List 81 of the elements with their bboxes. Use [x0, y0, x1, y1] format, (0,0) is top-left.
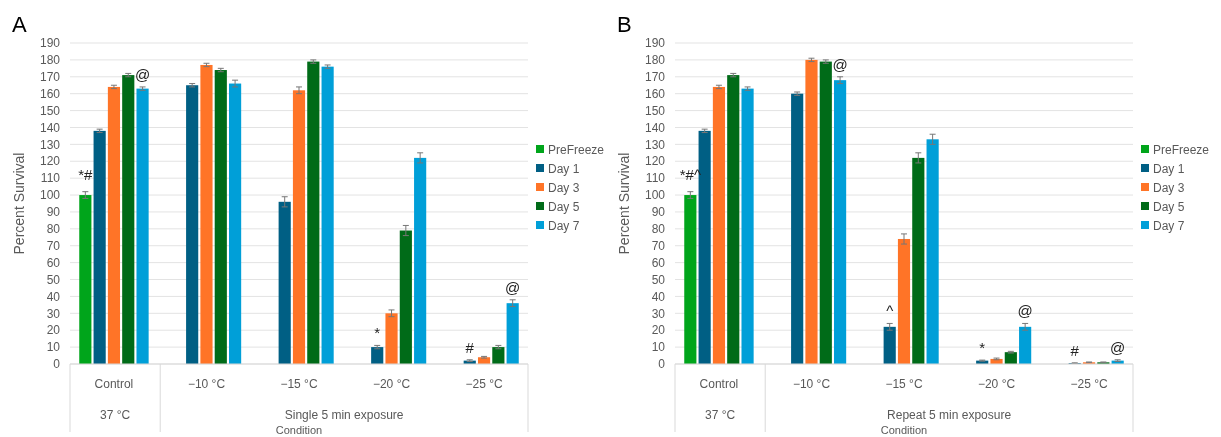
y-tick-label: 80: [46, 222, 61, 237]
y-tick-label: 150: [644, 103, 666, 118]
y-tick-label: 130: [644, 137, 666, 152]
annotation: @: [1017, 302, 1033, 320]
legend-label: Day 1: [1153, 162, 1185, 177]
legend-label: Day 3: [1153, 181, 1185, 196]
y-tick-label: 180: [39, 53, 61, 68]
y-tick-label: 140: [644, 120, 666, 135]
y-tick-label: 110: [645, 171, 666, 186]
annotation: *: [374, 324, 381, 342]
y-tick-label: 90: [651, 205, 666, 220]
text: Single 5 min exposure: [284, 408, 404, 422]
y-tick-label: 120: [39, 154, 61, 169]
x-tick-label: Control: [699, 377, 739, 391]
y-tick-label: 30: [46, 306, 61, 321]
y-tick-label: 40: [46, 289, 61, 304]
y-tick-label: 160: [644, 86, 666, 101]
legend-label: Day 5: [1153, 200, 1185, 215]
x-tick-label: −20 °C: [372, 377, 411, 391]
text: 37 °C: [705, 408, 736, 422]
y-axis-title: Percent Survival: [616, 152, 632, 255]
y-tick-label: 180: [644, 53, 666, 68]
legend-label: Day 3: [548, 181, 580, 196]
legend-label: Day 5: [548, 200, 580, 215]
x-axis-title: Condition: [275, 424, 323, 436]
chart-title: B: [617, 12, 632, 37]
annotation: @: [1110, 338, 1126, 356]
legend-label: PreFreeze: [1153, 143, 1210, 158]
annotation: *#: [78, 165, 94, 183]
y-tick-label: 60: [651, 255, 666, 270]
y-axis-title: Percent Survival: [11, 152, 27, 255]
y-tick-label: 110: [40, 171, 61, 186]
legend-label: Day 7: [548, 219, 580, 234]
x-tick-label: −15 °C: [885, 377, 923, 391]
annotation: #: [465, 338, 475, 356]
text: Repeat 5 min exposure: [887, 408, 1012, 422]
y-tick-label: 170: [39, 69, 61, 84]
y-tick-label: 130: [39, 137, 61, 152]
y-tick-label: 20: [651, 323, 666, 338]
y-tick-label: 100: [39, 188, 61, 203]
annotation: ^: [886, 302, 894, 320]
y-tick-label: 10: [651, 340, 666, 355]
x-tick-label: −10 °C: [792, 377, 831, 391]
y-tick-label: 50: [651, 272, 666, 287]
annotation: #: [1070, 341, 1080, 359]
annotation: @: [832, 55, 848, 73]
x-axis-title: Condition: [880, 424, 928, 436]
y-tick-label: 0: [53, 357, 61, 372]
x-tick-label: −25 °C: [1070, 377, 1108, 391]
y-tick-label: 120: [644, 154, 666, 169]
x-tick-label: −25 °C: [465, 377, 503, 391]
x-tick-label: Control: [94, 377, 134, 391]
y-tick-label: 20: [46, 323, 61, 338]
y-tick-label: 160: [39, 86, 61, 101]
y-tick-label: 80: [651, 222, 666, 237]
y-tick-label: 30: [651, 306, 666, 321]
y-tick-label: 70: [46, 238, 61, 253]
x-tick-label: −10 °C: [187, 377, 226, 391]
legend-label: PreFreeze: [548, 143, 605, 158]
y-tick-label: 90: [46, 205, 61, 220]
x-tick-label: −15 °C: [280, 377, 318, 391]
y-tick-label: 150: [39, 103, 61, 118]
y-tick-label: 0: [658, 357, 666, 372]
legend-label: Day 7: [1153, 219, 1185, 234]
y-tick-label: 70: [651, 238, 666, 253]
y-tick-label: 50: [46, 272, 61, 287]
annotation: @: [505, 278, 521, 296]
y-tick-label: 170: [644, 69, 666, 84]
y-tick-label: 100: [644, 188, 666, 203]
y-tick-label: 190: [644, 36, 666, 51]
legend-label: Day 1: [548, 162, 580, 177]
text: 37 °C: [100, 408, 131, 422]
y-tick-label: 60: [46, 255, 61, 270]
y-tick-label: 140: [39, 120, 61, 135]
y-tick-label: 190: [39, 36, 61, 51]
chart-title: A: [12, 12, 27, 37]
y-tick-label: 10: [46, 340, 61, 355]
annotation: *: [979, 339, 986, 357]
x-tick-label: −20 °C: [977, 377, 1016, 391]
annotation: @: [134, 65, 151, 83]
y-tick-label: 40: [651, 289, 666, 304]
